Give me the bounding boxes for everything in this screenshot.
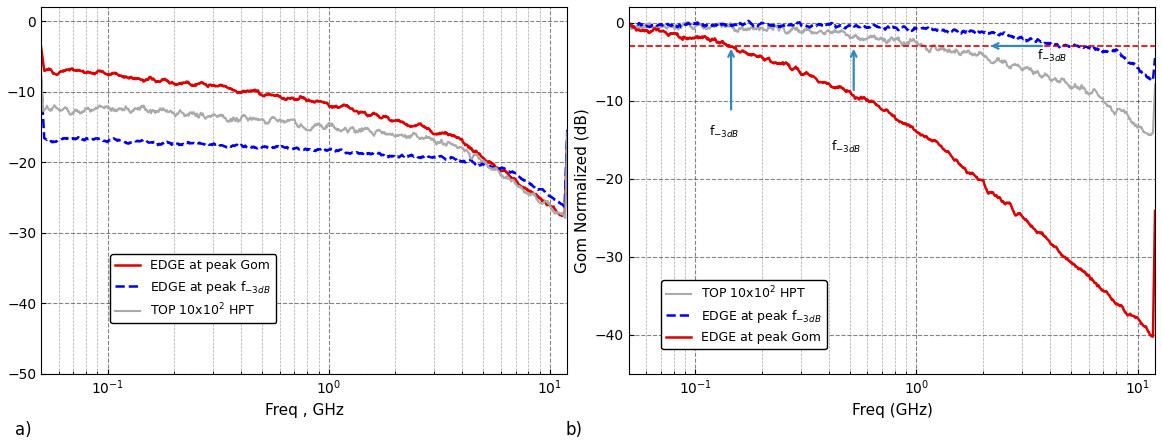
Text: f$_{-3dB}$: f$_{-3dB}$ [1037,48,1067,64]
Text: f$_{-3dB}$: f$_{-3dB}$ [831,139,861,155]
Text: f$_{-3dB}$: f$_{-3dB}$ [709,124,739,140]
X-axis label: Freq (GHz): Freq (GHz) [852,403,932,418]
X-axis label: Freq , GHz: Freq , GHz [265,403,344,418]
Text: a): a) [15,421,31,439]
Legend: EDGE at peak Gom, EDGE at peak f$_{-3dB}$, TOP 10x10$^{2}$ HPT: EDGE at peak Gom, EDGE at peak f$_{-3dB}… [110,254,277,323]
Y-axis label: Gom Normalized (dB): Gom Normalized (dB) [574,108,589,273]
Legend: TOP 10x10$^{2}$ HPT, EDGE at peak f$_{-3dB}$, EDGE at peak Gom: TOP 10x10$^{2}$ HPT, EDGE at peak f$_{-3… [661,280,827,349]
Text: b): b) [566,421,582,439]
